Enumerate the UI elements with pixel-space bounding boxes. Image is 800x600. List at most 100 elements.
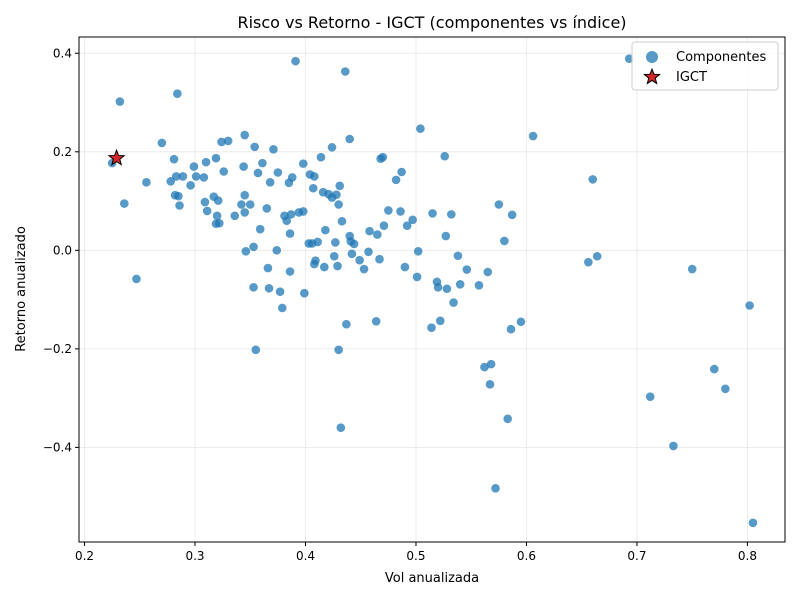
component-point — [336, 423, 346, 433]
component-point — [428, 209, 437, 218]
component-point — [253, 168, 263, 178]
component-point — [213, 196, 223, 205]
component-point — [313, 237, 322, 247]
x-tick-label: 0.5 — [406, 549, 425, 563]
component-point — [191, 172, 201, 181]
component-point — [219, 167, 229, 176]
component-point — [335, 181, 345, 191]
component-point — [245, 200, 255, 209]
component-point — [528, 131, 538, 141]
component-point — [447, 210, 456, 219]
component-point — [588, 175, 598, 184]
legend-box — [631, 41, 779, 91]
component-point — [189, 162, 199, 171]
component-point — [435, 316, 445, 326]
component-point — [240, 208, 250, 217]
component-point — [132, 274, 141, 284]
x-axis-label: Vol anualizada — [385, 571, 479, 586]
component-point — [200, 197, 210, 207]
component-point — [142, 178, 151, 187]
component-point — [285, 229, 295, 238]
component-point — [402, 221, 412, 230]
component-point — [250, 142, 259, 152]
component-point — [285, 267, 295, 276]
legend-marker-components — [646, 51, 658, 63]
component-point — [329, 251, 339, 261]
component-point — [215, 218, 224, 228]
component-point — [174, 191, 183, 201]
component-point — [480, 362, 489, 372]
component-point — [272, 246, 282, 255]
y-tick-label: 0.0 — [53, 243, 72, 257]
component-point — [178, 172, 188, 181]
y-tick-label: 0.2 — [53, 145, 72, 159]
component-point — [455, 280, 465, 289]
component-point — [669, 441, 678, 451]
component-point — [494, 200, 504, 209]
component-point — [342, 319, 351, 329]
component-point — [371, 316, 381, 326]
component-point — [645, 392, 655, 401]
y-tick-label: −0.4 — [43, 440, 72, 454]
component-point — [333, 261, 342, 271]
component-point — [273, 168, 283, 177]
component-point — [212, 211, 222, 221]
component-point — [334, 345, 343, 355]
component-point — [442, 284, 452, 294]
legend-marker-index — [643, 67, 661, 85]
component-point — [258, 158, 267, 168]
component-point — [379, 221, 389, 230]
component-point — [748, 518, 758, 528]
component-point — [349, 239, 359, 249]
component-point — [240, 190, 250, 200]
component-point — [199, 173, 209, 182]
legend: Componentes IGCT — [631, 41, 779, 91]
x-tick-label: 0.2 — [75, 549, 94, 563]
component-point — [175, 201, 184, 210]
component-point — [316, 152, 326, 162]
component-point — [491, 484, 500, 493]
component-point — [277, 303, 287, 313]
component-point — [332, 190, 341, 199]
component-point — [745, 301, 754, 310]
component-point — [120, 199, 129, 208]
component-point — [319, 262, 329, 272]
x-tick-label: 0.6 — [517, 549, 536, 563]
component-point — [241, 247, 251, 256]
component-point — [440, 151, 450, 161]
component-point — [223, 136, 233, 146]
component-point — [500, 236, 509, 246]
component-point — [364, 247, 373, 257]
component-point — [485, 380, 495, 389]
component-point — [416, 124, 425, 133]
x-tick-label: 0.3 — [185, 549, 204, 563]
component-point — [449, 298, 458, 307]
component-point — [506, 324, 516, 334]
component-point — [264, 283, 274, 293]
component-point — [375, 254, 384, 264]
component-point — [337, 216, 347, 226]
component-point — [287, 173, 297, 182]
x-tick-label: 0.7 — [627, 549, 646, 563]
component-point — [400, 262, 410, 272]
component-point — [249, 282, 258, 292]
component-point — [255, 224, 265, 234]
component-point — [355, 255, 364, 265]
component-point — [396, 207, 405, 216]
component-point — [365, 226, 374, 236]
component-point — [359, 264, 369, 274]
component-point — [483, 267, 493, 277]
component-point — [427, 323, 436, 332]
component-point — [347, 249, 357, 259]
data-points — [107, 54, 758, 528]
component-point — [453, 251, 463, 261]
x-tick-label: 0.8 — [738, 549, 757, 563]
component-point — [230, 211, 240, 221]
component-point — [321, 225, 330, 235]
component-point — [412, 272, 422, 282]
igct-index-point — [107, 148, 126, 166]
component-point — [687, 264, 697, 274]
component-point — [507, 210, 517, 220]
